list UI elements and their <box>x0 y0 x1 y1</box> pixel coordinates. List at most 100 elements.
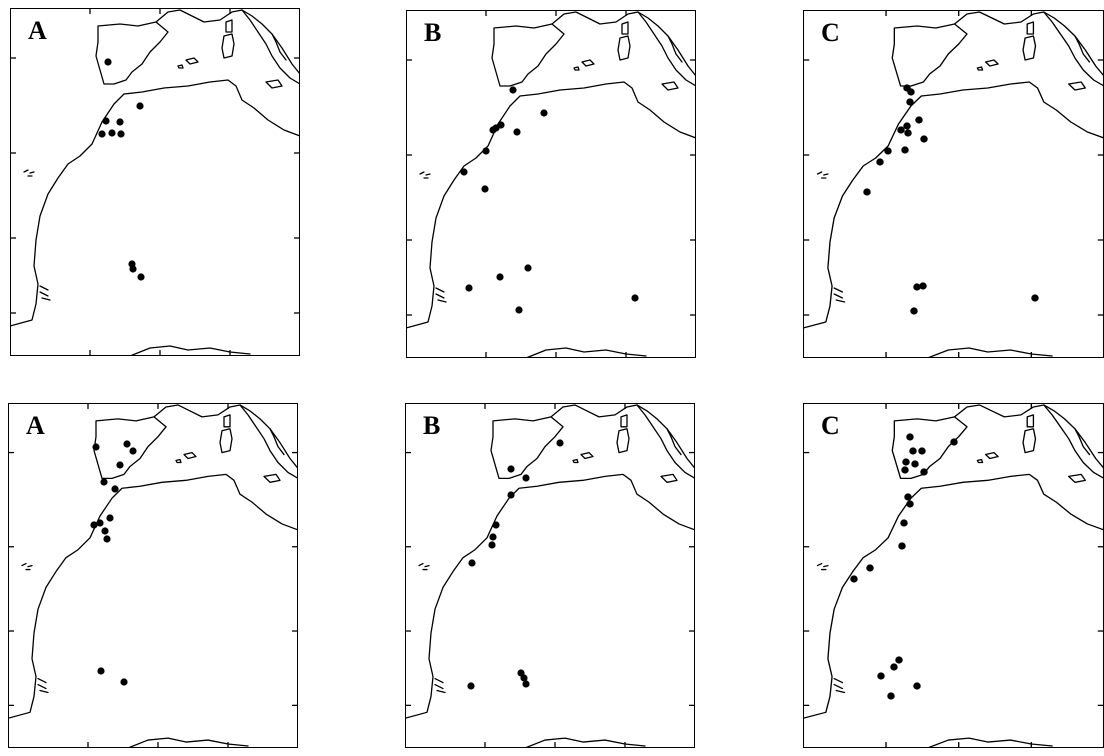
sardinia-island <box>617 35 631 61</box>
africa-coastline <box>10 79 300 327</box>
locality-dot <box>876 158 884 166</box>
locality-dot <box>96 519 104 527</box>
africa-coastline <box>406 81 696 329</box>
africa-coastline <box>405 473 695 719</box>
sardinia-island <box>219 428 233 454</box>
locality-dot <box>465 284 473 292</box>
italy-coastline <box>667 35 683 63</box>
balearic-island <box>581 59 595 67</box>
coastal-estuary <box>37 677 49 694</box>
balearic-island <box>572 458 579 464</box>
locality-dot <box>900 519 908 527</box>
locality-dot <box>902 458 910 466</box>
balearic-island <box>580 451 594 460</box>
map-bottom-b <box>405 403 695 748</box>
europe-coastline <box>551 11 696 77</box>
locality-dot <box>90 521 98 529</box>
italy-coastline <box>271 33 287 61</box>
corsica-island <box>1026 414 1035 428</box>
locality-dot <box>906 500 914 508</box>
locality-dot <box>887 692 895 700</box>
sicily-island <box>1068 473 1086 483</box>
map-panel-top-c: C <box>803 10 1104 358</box>
locality-dot <box>507 491 515 499</box>
locality-dot <box>919 282 927 290</box>
map-frame <box>8 403 298 748</box>
locality-dot <box>950 438 958 446</box>
canary-islands <box>816 171 829 179</box>
panel-label: C <box>821 411 840 440</box>
locality-dot <box>97 667 105 675</box>
southern-coastline <box>524 737 646 748</box>
balearic-island <box>183 451 197 460</box>
balearic-island <box>976 66 984 71</box>
southern-coastline <box>129 345 251 356</box>
locality-dot <box>904 493 912 501</box>
locality-dot <box>104 58 112 66</box>
europe-coastline <box>953 11 1104 77</box>
locality-dot <box>496 273 504 281</box>
locality-dot <box>468 559 476 567</box>
southern-coastline <box>525 347 647 358</box>
italy-coastline <box>1074 35 1091 63</box>
locality-dot <box>909 447 917 455</box>
locality-dot <box>123 440 131 448</box>
locality-dot <box>481 185 489 193</box>
locality-dot <box>460 168 468 176</box>
locality-dot <box>913 283 921 291</box>
corsica-island <box>225 19 233 33</box>
locality-dot <box>120 678 128 686</box>
map-bottom-c <box>803 403 1104 748</box>
europe-inner-coastline <box>637 11 696 87</box>
locality-dot <box>117 130 125 138</box>
map-top-b <box>406 10 696 358</box>
corsica-island <box>223 414 231 428</box>
iberia-coastline <box>95 21 169 85</box>
europe-inner-coastline <box>636 404 695 479</box>
coastal-estuary <box>435 287 447 303</box>
locality-dot <box>98 130 106 138</box>
map-frame <box>10 8 300 356</box>
canary-islands <box>816 562 829 571</box>
balearic-island <box>976 458 984 464</box>
locality-dot <box>901 146 909 154</box>
locality-dot <box>920 135 928 143</box>
locality-dot <box>895 656 903 664</box>
sardinia-island <box>1022 35 1037 61</box>
locality-dot <box>513 128 521 136</box>
europe-coastline <box>953 404 1104 470</box>
balearic-island <box>573 66 580 71</box>
locality-dot <box>884 147 892 155</box>
locality-dot <box>901 466 909 474</box>
locality-dot <box>509 86 517 94</box>
locality-dot <box>524 264 532 272</box>
sardinia-island <box>221 33 235 59</box>
locality-dot <box>903 122 911 130</box>
map-panel-bottom-a: A <box>8 403 298 748</box>
locality-dot <box>898 542 906 550</box>
locality-dot <box>101 527 109 535</box>
sicily-island <box>661 81 679 91</box>
map-panel-top-a: A <box>10 8 300 356</box>
map-top-c <box>803 10 1104 358</box>
locality-dot <box>915 116 923 124</box>
europe-coastline <box>155 9 300 75</box>
locality-dot <box>136 102 144 110</box>
balearic-island <box>177 64 184 69</box>
locality-dot <box>904 129 912 137</box>
sicily-island <box>1068 81 1086 91</box>
canary-islands <box>419 171 431 179</box>
europe-inner-coastline <box>241 9 300 85</box>
africa-coastline <box>8 473 298 719</box>
map-frame <box>803 10 1104 358</box>
canary-islands <box>21 562 33 571</box>
panel-label: A <box>26 411 45 440</box>
sardinia-island <box>1022 428 1037 454</box>
locality-dot <box>488 541 496 549</box>
sardinia-island <box>616 428 630 454</box>
coastal-estuary <box>434 677 446 694</box>
corsica-island <box>620 414 628 428</box>
locality-dot <box>100 478 108 486</box>
southern-coastline <box>926 347 1053 358</box>
sicily-island <box>265 79 283 89</box>
